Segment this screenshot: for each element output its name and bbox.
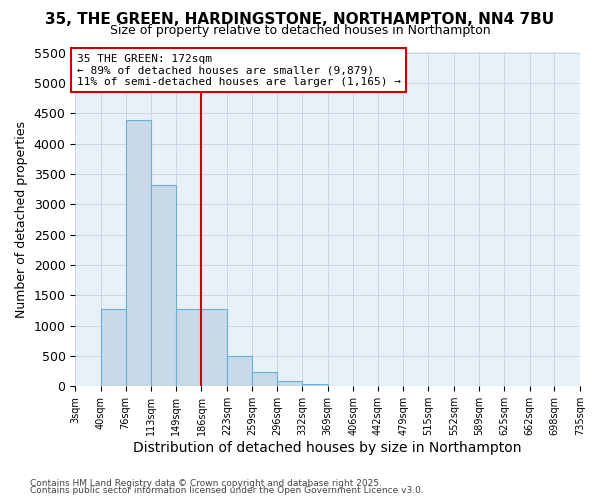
Bar <box>252 372 277 386</box>
Bar <box>151 186 176 386</box>
Text: 35, THE GREEN, HARDINGSTONE, NORTHAMPTON, NN4 7BU: 35, THE GREEN, HARDINGSTONE, NORTHAMPTON… <box>46 12 554 28</box>
Bar <box>101 308 125 386</box>
Y-axis label: Number of detached properties: Number of detached properties <box>15 121 28 318</box>
Text: Contains HM Land Registry data © Crown copyright and database right 2025.: Contains HM Land Registry data © Crown c… <box>30 478 382 488</box>
Bar <box>277 382 302 386</box>
Bar <box>302 384 328 386</box>
Bar <box>202 308 227 386</box>
Bar <box>125 120 151 386</box>
Text: Size of property relative to detached houses in Northampton: Size of property relative to detached ho… <box>110 24 490 37</box>
Bar <box>176 308 202 386</box>
Bar <box>227 356 252 386</box>
X-axis label: Distribution of detached houses by size in Northampton: Distribution of detached houses by size … <box>133 441 522 455</box>
Text: 35 THE GREEN: 172sqm
← 89% of detached houses are smaller (9,879)
11% of semi-de: 35 THE GREEN: 172sqm ← 89% of detached h… <box>77 54 401 87</box>
Text: Contains public sector information licensed under the Open Government Licence v3: Contains public sector information licen… <box>30 486 424 495</box>
